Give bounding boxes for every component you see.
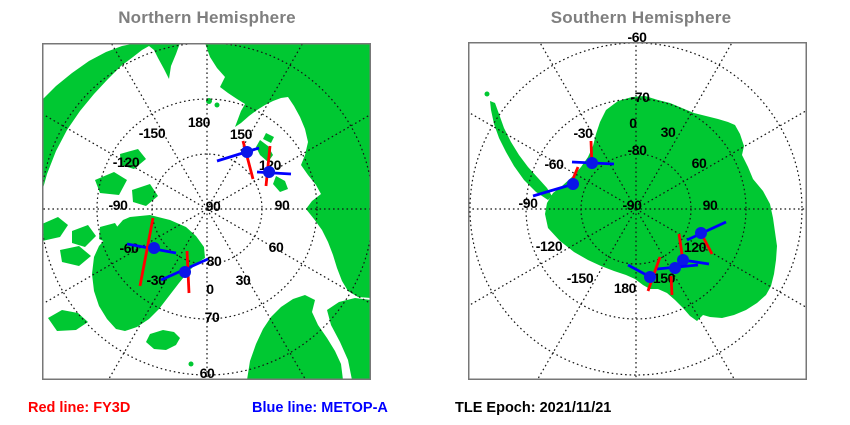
satellite-position-dot: [586, 157, 598, 169]
grid-label: -150: [567, 270, 594, 286]
fy3d-track-segment: [669, 275, 674, 296]
grid-label: -150: [139, 125, 166, 141]
satellite-position-dot: [677, 254, 689, 266]
grid-label: -70: [630, 89, 650, 105]
north-satellite-markers: [126, 140, 292, 294]
satellite-position-dot: [669, 262, 681, 274]
satellite-position-dot: [567, 178, 579, 190]
fy3d-track-segment: [138, 217, 155, 287]
grid-label: 0: [206, 281, 214, 297]
metop-a-track-segment: [216, 146, 260, 163]
grid-label: -90: [518, 195, 538, 211]
grid-label: 30: [661, 124, 676, 140]
grid-label: -60: [627, 29, 647, 45]
satellite-position-dot: [179, 266, 191, 278]
south-grid-labels: -60-70-80-90030-3060-6090-90120-120150-1…: [518, 29, 718, 296]
grid-label: 60: [692, 155, 707, 171]
grid-label: 30: [236, 272, 251, 288]
satellite-position-dot: [241, 146, 253, 158]
grid-label: 90: [703, 197, 718, 213]
satellite-position-dot: [148, 242, 160, 254]
north-plot-border: [42, 43, 371, 380]
south-satellite-markers: [532, 140, 727, 296]
fy3d-track-segment: [264, 145, 272, 187]
south-hemisphere-title: Southern Hemisphere: [550, 8, 732, 27]
grid-label: -80: [627, 142, 647, 158]
grid-label: 90: [206, 198, 221, 214]
grid-label: -90: [622, 197, 642, 213]
grid-label: -120: [536, 238, 563, 254]
satellite-position-dot: [695, 227, 707, 239]
grid-label: 180: [188, 114, 211, 130]
grid-label: 60: [269, 239, 284, 255]
fy3d-red-legend: Red line: FY3D: [28, 400, 131, 416]
grid-label: -30: [573, 125, 593, 141]
grid-label: -90: [108, 197, 128, 213]
grid-label: 150: [230, 126, 253, 142]
satellite-position-dot: [644, 271, 656, 283]
satellite-position-dot: [263, 166, 275, 178]
grid-label: 0: [629, 115, 637, 131]
metop-a-blue-legend: Blue line: METOP-A: [252, 400, 388, 416]
grid-label: -30: [146, 272, 166, 288]
grid-label: 180: [614, 280, 637, 296]
grid-label: 90: [275, 197, 290, 213]
north-graticule: [42, 43, 371, 380]
grid-label: 70: [205, 309, 220, 325]
grid-label: 120: [684, 239, 707, 255]
south-plot-border: [468, 42, 807, 380]
tle-epoch-label: TLE Epoch: 2021/11/21: [455, 400, 612, 416]
grid-label: -60: [119, 240, 139, 256]
north-hemisphere-title: Northern Hemisphere: [118, 8, 296, 27]
grid-label: -120: [113, 154, 140, 170]
north-polar-map: 180-150 150-120 120-90 90 90-60 60-30 30080706…: [42, 43, 371, 381]
grid-label: 60: [200, 365, 215, 381]
grid-label: -60: [544, 156, 564, 172]
grid-label: 80: [207, 253, 222, 269]
south-polar-map: -60-70-80-90030-3060-6090-90120-120150-1…: [468, 29, 807, 380]
south-graticule: [468, 42, 807, 380]
south-landmasses: [484, 91, 777, 321]
north-grid-labels: 180-150 150-120 120-90 90 90-60 60-30 30080706…: [108, 114, 290, 381]
